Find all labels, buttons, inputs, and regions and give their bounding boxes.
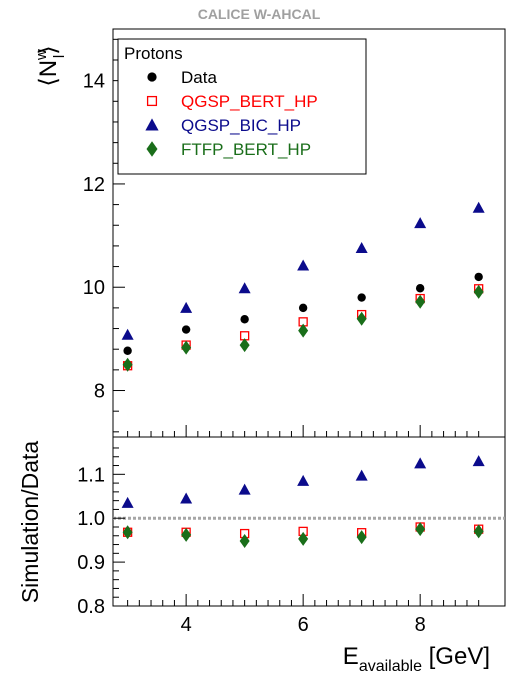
top-point-data bbox=[415, 284, 425, 293]
bottom-panel: 0.8 0.9 1.0 1.1 4 6 8 Simulation/Data Eavaila… bbox=[17, 436, 506, 675]
bottom-point-qgsp-bic-hp bbox=[297, 474, 310, 486]
top-panel: 8 10 12 14 ⟨Nwl⟩ bbox=[33, 28, 506, 438]
bottom-point-ftfp-bert-hp bbox=[181, 527, 192, 542]
top-y-label-sub: l bbox=[51, 55, 68, 58]
bottom-point-ftfp-bert-hp bbox=[415, 522, 426, 537]
top-point-data bbox=[181, 325, 191, 334]
x-tick-label: 4 bbox=[181, 614, 192, 636]
top-y-ticks: 8 10 12 14 bbox=[83, 38, 125, 433]
bottom-point-qgsp-bic-hp bbox=[180, 492, 193, 504]
top-point-data bbox=[298, 303, 308, 313]
top-x-ticks bbox=[127, 425, 480, 437]
bottom-point-ftfp-bert-hp bbox=[473, 524, 484, 539]
legend-label: QGSP_BERT_HP bbox=[181, 92, 318, 111]
bottom-point-qgsp-bic-hp bbox=[472, 455, 485, 467]
x-label-unit: [GeV] bbox=[422, 643, 490, 670]
legend-box bbox=[117, 38, 367, 175]
top-point-ftfp-bert-hp bbox=[356, 311, 367, 326]
legend-title: Protons bbox=[124, 44, 183, 63]
top-y-tick-label: 8 bbox=[94, 381, 105, 403]
x-tick-label: 6 bbox=[298, 614, 309, 636]
bottom-plot-frame bbox=[112, 436, 506, 607]
top-point-data bbox=[123, 346, 132, 355]
top-point-qgsp-bic-hp bbox=[414, 217, 427, 229]
top-y-tick-label: 10 bbox=[83, 277, 105, 299]
top-data-marks bbox=[121, 201, 485, 372]
legend-label: Data bbox=[181, 68, 217, 87]
top-y-tick-label: 12 bbox=[83, 174, 105, 196]
x-axis-label: Eavailable [GeV] bbox=[343, 643, 490, 675]
x-label-main: E bbox=[343, 643, 359, 670]
top-point-qgsp-bic-hp bbox=[238, 282, 251, 294]
legend-entries: Data QGSP_BERT_HP QGSP_BIC_HP FTFP_BERT_HP bbox=[145, 68, 318, 159]
bottom-y-tick-label: 1.1 bbox=[77, 464, 105, 486]
x-label-sub: available bbox=[359, 658, 422, 675]
top-point-qgsp-bic-hp bbox=[180, 301, 193, 313]
top-y-label-close: ⟩ bbox=[35, 45, 62, 54]
legend-label: QGSP_BIC_HP bbox=[181, 116, 301, 135]
top-point-qgsp-bic-hp bbox=[472, 201, 485, 213]
bottom-y-tick-label: 0.9 bbox=[77, 552, 105, 574]
top-point-ftfp-bert-hp bbox=[415, 294, 426, 309]
legend-marker-qgsp-bic-hp bbox=[145, 118, 159, 131]
top-y-label-sup: w bbox=[33, 49, 50, 61]
legend: Protons Data QGSP_BERT_HP QGSP_BIC_HP FTFP_… bbox=[117, 38, 367, 175]
top-point-ftfp-bert-hp bbox=[298, 323, 309, 338]
bottom-point-qgsp-bic-hp bbox=[121, 496, 134, 508]
top-y-tick-label: 14 bbox=[83, 71, 105, 93]
top-point-ftfp-bert-hp bbox=[239, 338, 250, 353]
legend-marker-data bbox=[147, 72, 157, 82]
bottom-point-ftfp-bert-hp bbox=[298, 531, 309, 546]
legend-label: FTFP_BERT_HP bbox=[181, 140, 311, 159]
bottom-point-ftfp-bert-hp bbox=[239, 534, 250, 549]
bottom-point-ftfp-bert-hp bbox=[122, 525, 133, 540]
bottom-y-tick-label: 1.0 bbox=[77, 508, 105, 530]
bottom-point-qgsp-bic-hp bbox=[355, 469, 368, 481]
top-point-qgsp-bic-hp bbox=[297, 259, 310, 271]
top-point-qgsp-bic-hp bbox=[355, 241, 368, 253]
top-y-axis-label: ⟨Nwl⟩ bbox=[33, 45, 68, 86]
top-point-qgsp-bic-hp bbox=[121, 328, 134, 340]
top-point-ftfp-bert-hp bbox=[122, 357, 133, 372]
x-tick-label: 8 bbox=[415, 614, 426, 636]
bottom-point-qgsp-bic-hp bbox=[238, 483, 251, 495]
top-y-label-open: ⟨N bbox=[35, 60, 62, 87]
bottom-x-ticks: 4 6 8 bbox=[127, 594, 480, 636]
top-point-data bbox=[474, 272, 483, 282]
bottom-point-ftfp-bert-hp bbox=[356, 530, 367, 545]
top-point-ftfp-bert-hp bbox=[473, 284, 484, 299]
bottom-y-ticks: 0.8 0.9 1.0 1.1 bbox=[77, 447, 125, 618]
bottom-y-tick-label: 0.8 bbox=[77, 596, 105, 618]
top-point-data bbox=[240, 315, 249, 324]
legend-marker-qgsp-bert-hp bbox=[146, 95, 158, 107]
legend-marker-ftfp-bert-hp bbox=[146, 141, 158, 157]
bottom-data-marks bbox=[121, 455, 485, 549]
bottom-point-qgsp-bic-hp bbox=[414, 457, 427, 469]
bottom-y-axis-label: Simulation/Data bbox=[17, 441, 43, 604]
top-point-data bbox=[357, 293, 366, 302]
chart-header: CALICE W-AHCAL bbox=[198, 6, 321, 22]
top-point-ftfp-bert-hp bbox=[181, 340, 192, 355]
